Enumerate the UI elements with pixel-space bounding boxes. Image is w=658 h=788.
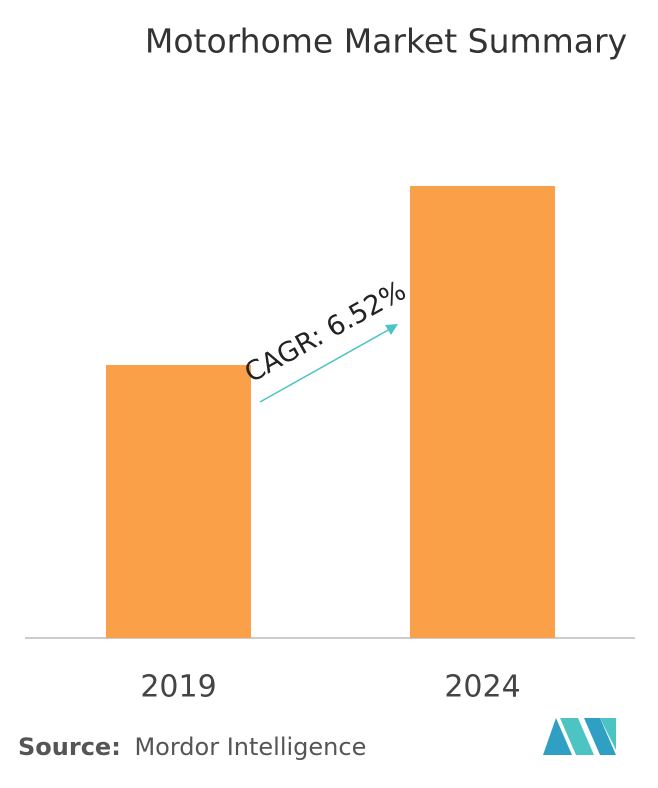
source-name: Mordor Intelligence — [134, 733, 366, 761]
cagr-arrow — [259, 324, 398, 403]
bar — [106, 364, 251, 638]
bar — [410, 186, 555, 638]
logo — [543, 718, 616, 755]
chart-title: Motorhome Market Summary — [145, 22, 627, 61]
source: Source: Mordor Intelligence — [18, 733, 366, 761]
source-label: Source: — [18, 733, 121, 761]
x-tick-label: 2019 — [140, 670, 216, 705]
x-tick-label: 2024 — [444, 670, 520, 705]
